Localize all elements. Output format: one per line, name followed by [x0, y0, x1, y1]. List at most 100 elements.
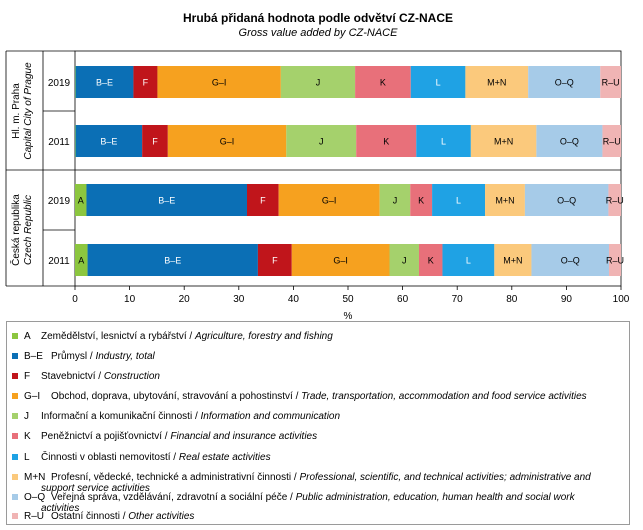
- legend-swatch: [12, 454, 18, 460]
- bar-segment: [278, 184, 380, 216]
- year-label: 2019: [48, 196, 71, 207]
- chart: Hrubá přidaná hodnota podle odvětví CZ-N…: [5, 11, 630, 322]
- legend-code: R–U: [24, 511, 45, 522]
- legend-label-cz: Stavebnictví: [41, 371, 96, 382]
- x-tick-label: 50: [342, 294, 354, 305]
- bar-segment: [528, 66, 601, 98]
- bar-segment-label: B–E: [100, 137, 117, 147]
- x-tick-label: 70: [452, 294, 464, 305]
- x-tick-label: 30: [233, 294, 245, 305]
- bar-segment-label: A: [78, 256, 84, 266]
- legend-code: A: [24, 331, 31, 342]
- chart-title: Hrubá přidaná hodnota podle odvětví CZ-N…: [183, 11, 453, 25]
- bar-segment: [531, 244, 609, 276]
- legend-swatch: [12, 333, 18, 339]
- bar-segment-label: B–E: [158, 196, 175, 206]
- bar-segment-label: F: [152, 137, 158, 147]
- legend-code: M+N: [24, 472, 46, 483]
- legend-label: Stavebnictví / Construction: [41, 371, 601, 382]
- legend-label-cz: Činnosti v oblasti nemovitostí: [41, 452, 171, 463]
- bar-segment: [524, 184, 609, 216]
- legend-label-cz: Profesní, vědecké, technické a administr…: [51, 472, 292, 483]
- legend-label-en: Professional, scientific, and technical …: [41, 472, 591, 494]
- bar-segment-label: L: [456, 196, 461, 206]
- bar-segment: [465, 66, 529, 98]
- legend-separator: /: [87, 351, 96, 362]
- bar-segment-label: J: [402, 256, 407, 266]
- legend-code: K: [24, 431, 31, 442]
- legend-label-en: Other activities: [128, 511, 195, 522]
- bar-segment-label: R–U: [606, 196, 624, 206]
- group-label-en: Capital City of Prague: [23, 62, 34, 160]
- bar-segment-label: O–Q: [561, 256, 580, 266]
- legend-swatch: [12, 413, 18, 419]
- bar-segment-label: B–E: [164, 256, 181, 266]
- legend-label-cz: Obchod, doprava, ubytování, stravování a…: [51, 391, 293, 402]
- bar-segment-label: L: [436, 78, 441, 88]
- legend-separator: /: [287, 492, 296, 503]
- bar-segment-label: M+N: [487, 78, 506, 88]
- legend-label-cz: Průmysl: [51, 351, 88, 362]
- x-tick-label: 100: [613, 294, 630, 305]
- legend-swatch: [12, 494, 18, 500]
- legend-separator: /: [186, 331, 195, 342]
- bar-segment-label: G–I: [322, 196, 337, 206]
- bar-segment-label: B–E: [96, 78, 113, 88]
- bar-segment-label: K: [383, 137, 389, 147]
- bar-segment-label: M+N: [494, 137, 513, 147]
- legend-code: L: [24, 452, 30, 463]
- bar-segment-label: L: [441, 137, 446, 147]
- legend-label-en: Public administration, education, human …: [41, 492, 575, 514]
- bar-segment-label: M+N: [495, 196, 514, 206]
- legend-label-cz: Peněžnictví a pojišťovnictví: [41, 431, 163, 442]
- legend-label-en: Real estate activities: [178, 452, 271, 463]
- bar-segment: [602, 125, 621, 157]
- bar-segment: [286, 125, 357, 157]
- bar-segment: [291, 244, 390, 276]
- bar-segment: [75, 184, 87, 216]
- legend-code: G–I: [24, 391, 41, 402]
- x-tick-label: 10: [124, 294, 136, 305]
- bar-segment: [600, 66, 621, 98]
- bar-segment-label: R–U: [603, 137, 621, 147]
- bar-segment-label: R–U: [602, 78, 620, 88]
- bar-segment-label: O–Q: [557, 196, 576, 206]
- bar-segment: [442, 244, 495, 276]
- legend-swatch: [12, 513, 18, 519]
- legend-label: Informační a komunikační činnosti / Info…: [41, 411, 601, 422]
- bar-segment: [280, 66, 356, 98]
- group-label-en: Czech Republic: [23, 195, 34, 265]
- x-tick-label: 40: [288, 294, 300, 305]
- legend-swatch: [12, 353, 18, 359]
- bar-segment-label: J: [316, 78, 321, 88]
- bar-segment: [355, 66, 411, 98]
- legend-label-cz: Veřejná správa, vzdělávání, zdravotní a …: [51, 492, 288, 503]
- bar-segment-label: F: [260, 196, 266, 206]
- legend-swatch: [12, 433, 18, 439]
- bar-segment-label: G–I: [212, 78, 227, 88]
- group-label: Hl. m. Praha: [11, 83, 22, 139]
- bar-segment-label: G–I: [220, 137, 235, 147]
- legend-swatch: [12, 393, 18, 399]
- bar-segment-label: M+N: [503, 256, 522, 266]
- bar-segment: [470, 125, 537, 157]
- bar-segment: [608, 244, 621, 276]
- bar-segment: [246, 184, 279, 216]
- x-tick-label: 80: [506, 294, 518, 305]
- legend-separator: /: [119, 511, 129, 522]
- bar-segment-label: K: [428, 256, 434, 266]
- legend-label-en: Construction: [103, 371, 160, 382]
- bar-segment-label: K: [380, 78, 386, 88]
- bar-segment: [485, 184, 525, 216]
- plot-area: 0 10 20 30 40 50 60 70 80 90 100 Hl. m. Praha Capita…: [5, 50, 630, 305]
- bar-segment-label: F: [272, 256, 278, 266]
- x-axis-label: %: [344, 311, 353, 322]
- bar-segment: [133, 66, 158, 98]
- bar-segment: [157, 66, 281, 98]
- bar-segment: [379, 184, 411, 216]
- bar-segment-label: J: [319, 137, 324, 147]
- year-label: 2019: [48, 78, 71, 89]
- legend-label: Peněžnictví a pojišťovnictví / Financial…: [41, 431, 601, 442]
- legend-separator: /: [292, 391, 302, 402]
- legend-code: J: [24, 411, 29, 422]
